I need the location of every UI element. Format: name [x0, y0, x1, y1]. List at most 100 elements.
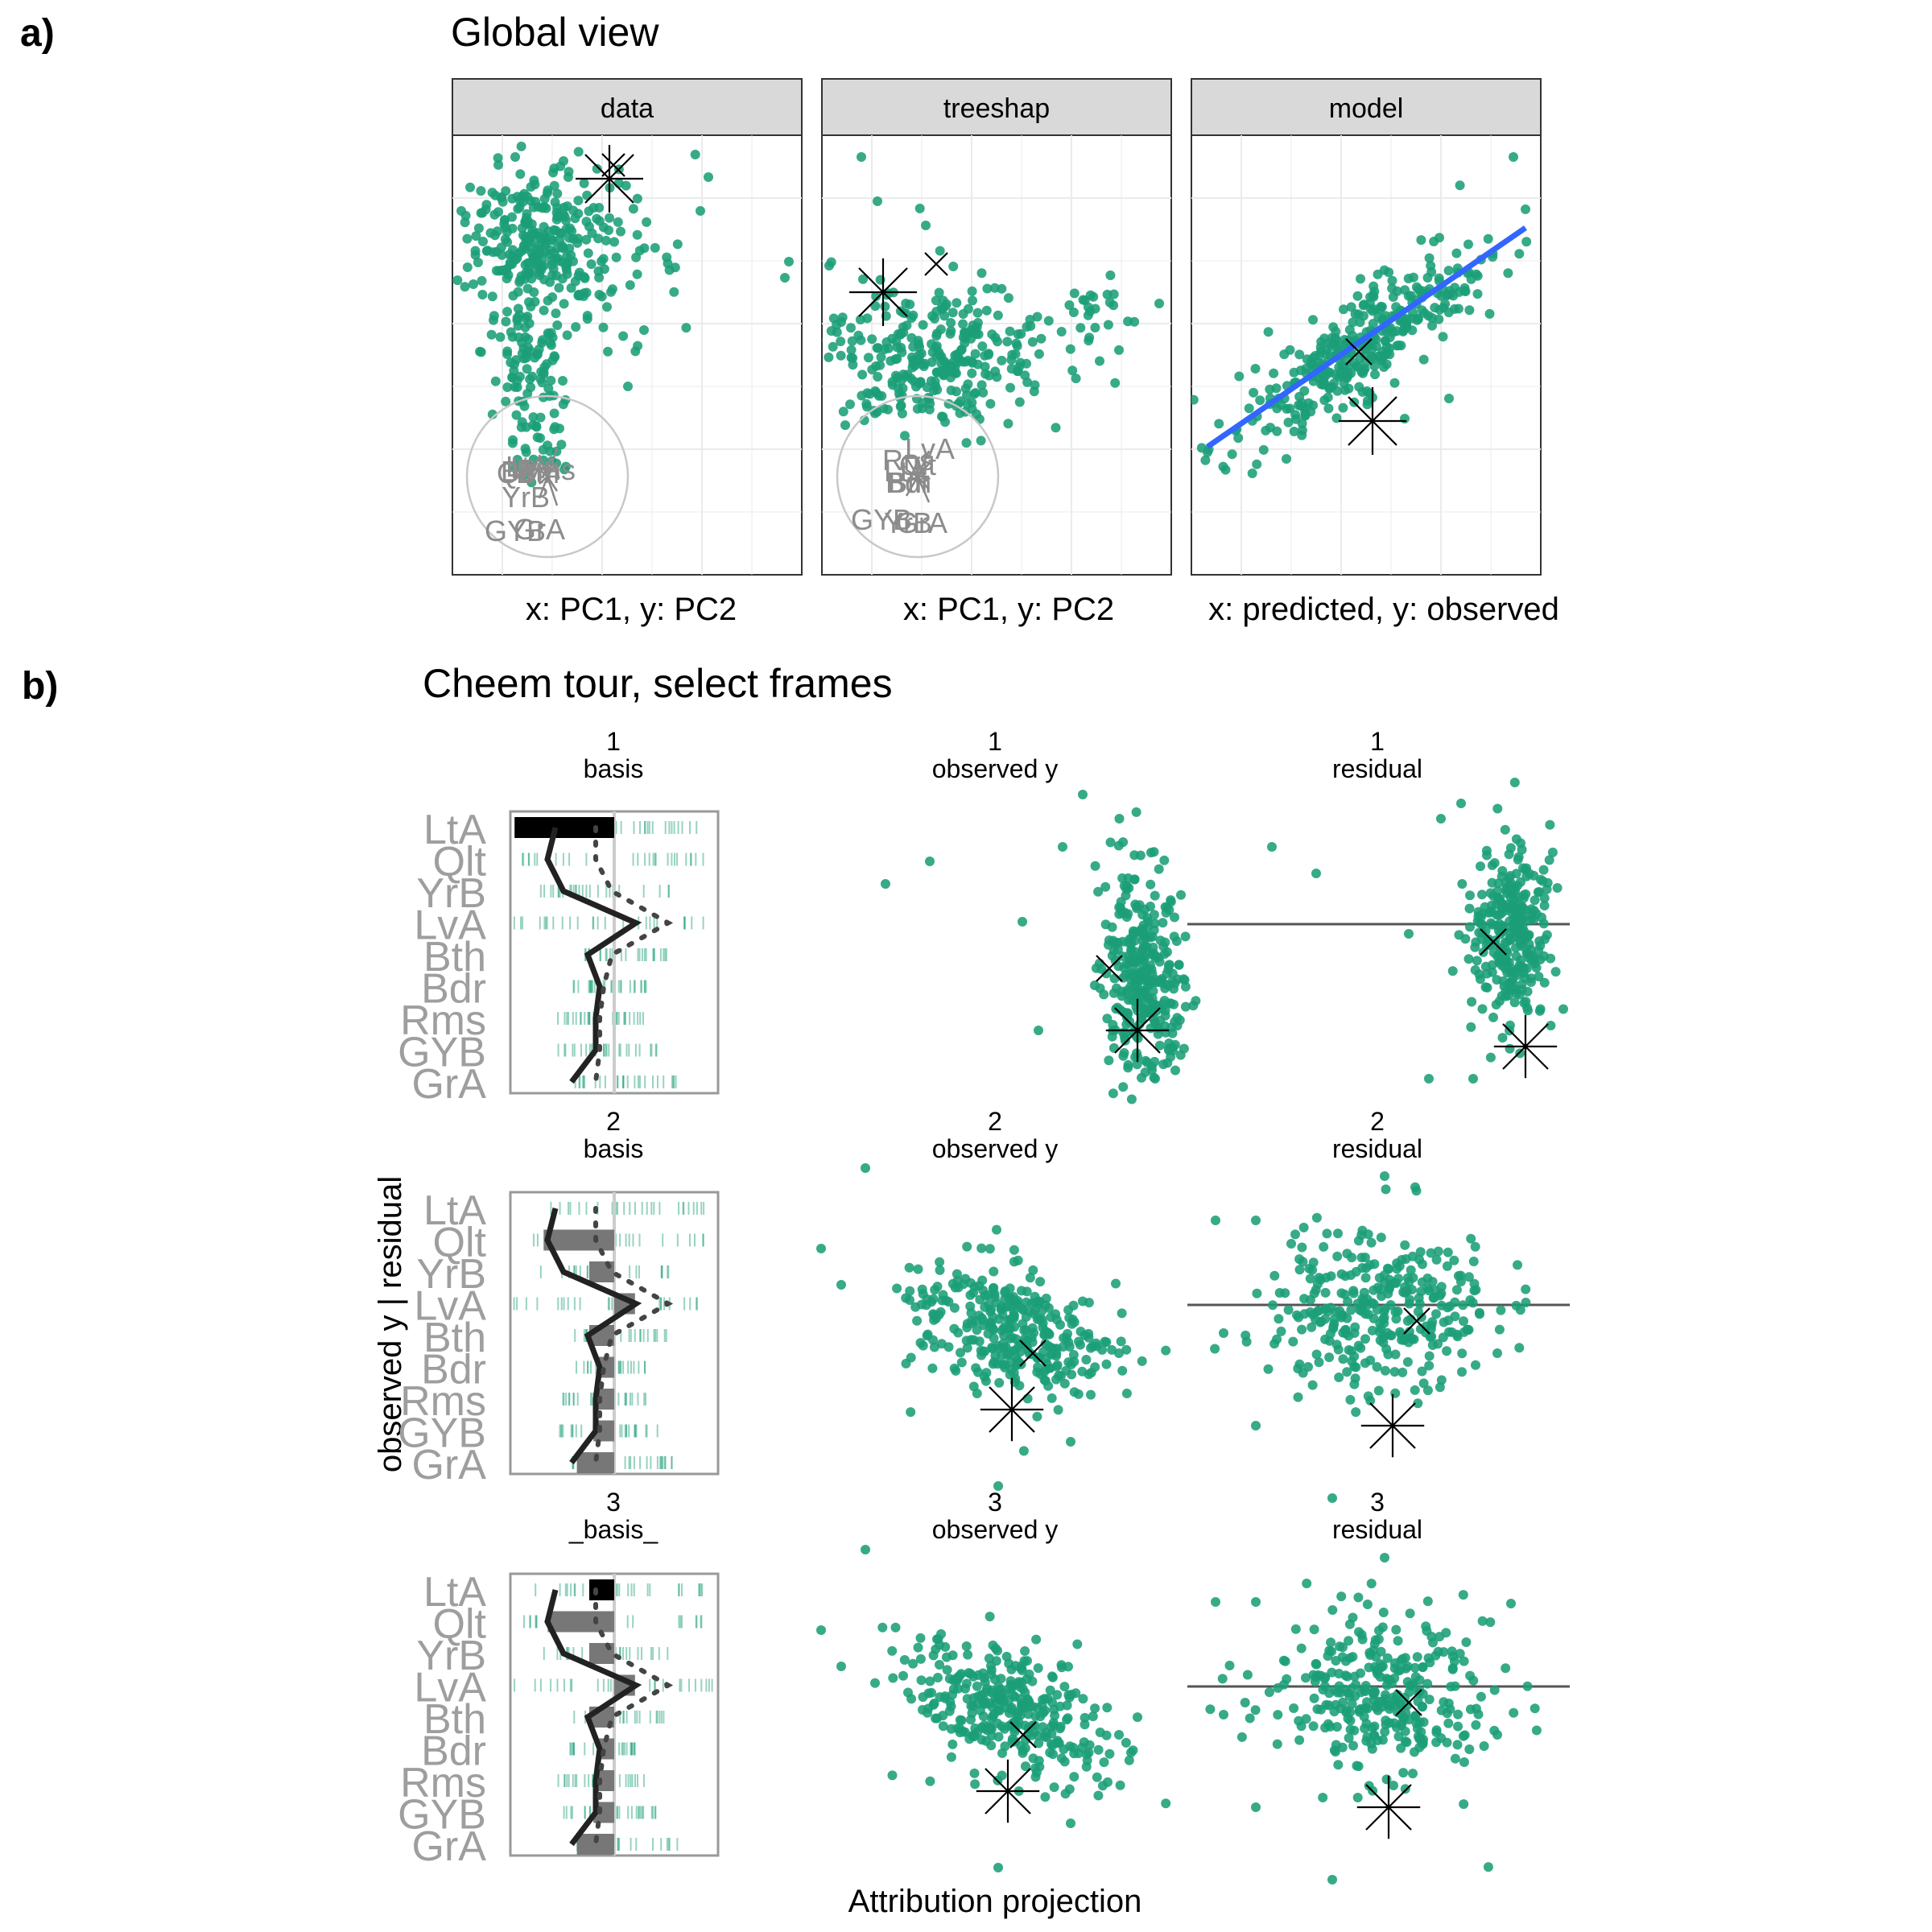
data-point — [1118, 1027, 1129, 1038]
data-point — [1283, 417, 1294, 427]
data-point — [482, 246, 493, 256]
data-point — [1137, 1013, 1146, 1023]
data-point — [528, 454, 539, 464]
data-point — [1214, 419, 1224, 429]
data-point — [1027, 336, 1038, 347]
data-point — [780, 273, 790, 283]
data-point — [560, 215, 571, 225]
data-point — [1071, 374, 1081, 384]
data-point — [1294, 349, 1305, 360]
data-point — [1522, 1681, 1533, 1691]
data-point — [486, 329, 497, 340]
data-point — [1449, 303, 1459, 314]
data-point — [1080, 1712, 1090, 1723]
data-point — [1431, 1309, 1441, 1319]
data-point — [1367, 1744, 1377, 1754]
data-point — [1068, 1742, 1079, 1752]
data-point — [822, 337, 823, 343]
data-point — [1472, 289, 1483, 299]
basis-variable-label: Qlt — [433, 1220, 487, 1266]
data-point — [1063, 1713, 1073, 1724]
data-point — [947, 362, 958, 373]
data-point — [1312, 1279, 1323, 1290]
data-point — [1447, 1664, 1458, 1674]
data-point — [1084, 1369, 1094, 1380]
data-point — [1121, 890, 1131, 901]
data-point — [1102, 1013, 1113, 1024]
data-point — [1113, 1002, 1123, 1013]
data-point — [997, 1302, 1007, 1311]
data-point — [1311, 1315, 1321, 1325]
data-point — [1156, 976, 1166, 986]
data-point — [965, 1669, 976, 1679]
data-point — [930, 1285, 940, 1295]
data-point — [1015, 1694, 1026, 1704]
data-point — [932, 385, 943, 395]
data-point — [1397, 1367, 1408, 1377]
data-point — [899, 1655, 910, 1665]
data-point — [1442, 290, 1452, 300]
data-point — [967, 286, 977, 296]
data-point — [526, 248, 537, 258]
data-point — [1292, 1310, 1302, 1320]
data-point — [1472, 956, 1482, 966]
data-point — [949, 1323, 960, 1334]
data-point — [931, 341, 942, 351]
panel-b-label: b) — [22, 665, 58, 708]
data-point — [881, 337, 892, 347]
data-point — [968, 320, 978, 331]
data-point — [1174, 1015, 1185, 1026]
data-point — [1348, 317, 1358, 328]
data-point — [1442, 1346, 1452, 1356]
data-point — [1356, 274, 1365, 284]
data-point — [1332, 1687, 1343, 1698]
scatter-points — [1210, 1171, 1531, 1503]
axis-segment — [546, 461, 559, 477]
data-point — [1180, 1001, 1191, 1012]
data-point — [1154, 864, 1164, 874]
data-point — [593, 233, 604, 244]
data-point — [961, 1641, 972, 1651]
data-point — [1301, 1673, 1311, 1683]
data-point — [955, 1724, 965, 1734]
data-point — [1356, 1687, 1366, 1698]
data-point — [915, 1633, 926, 1643]
axis-segment — [539, 469, 548, 477]
data-point — [1331, 1722, 1342, 1732]
data-point — [1116, 1336, 1126, 1347]
data-point — [1329, 1314, 1340, 1324]
data-point — [1410, 1182, 1420, 1192]
data-point — [1349, 1725, 1360, 1736]
data-point — [1426, 267, 1437, 277]
data-point — [1038, 1722, 1048, 1732]
data-point — [528, 412, 539, 423]
comparison-x-marker — [1403, 1307, 1430, 1335]
axis-circle — [836, 394, 1000, 559]
data-point — [1542, 884, 1552, 894]
data-point — [1433, 1246, 1443, 1257]
data-point — [993, 1732, 1004, 1742]
data-point — [913, 1642, 923, 1653]
data-point — [1227, 449, 1237, 460]
data-point — [1515, 935, 1525, 945]
data-point — [512, 382, 522, 392]
data-point — [1384, 267, 1394, 278]
data-point — [518, 343, 529, 353]
data-point — [1344, 324, 1355, 335]
data-point — [1369, 1695, 1380, 1705]
data-point — [490, 190, 501, 200]
data-point — [1537, 912, 1546, 923]
data-point — [1114, 814, 1125, 824]
data-point — [514, 202, 525, 213]
data-point — [475, 346, 485, 357]
data-point — [1073, 1389, 1084, 1399]
data-point — [1043, 316, 1054, 326]
data-point — [1150, 1017, 1160, 1027]
data-point — [925, 1776, 935, 1786]
data-point — [1356, 1343, 1366, 1353]
data-point — [1108, 1088, 1118, 1099]
data-point — [597, 256, 607, 266]
data-point — [961, 438, 972, 448]
data-point — [1144, 980, 1154, 989]
data-point — [1465, 1295, 1476, 1305]
